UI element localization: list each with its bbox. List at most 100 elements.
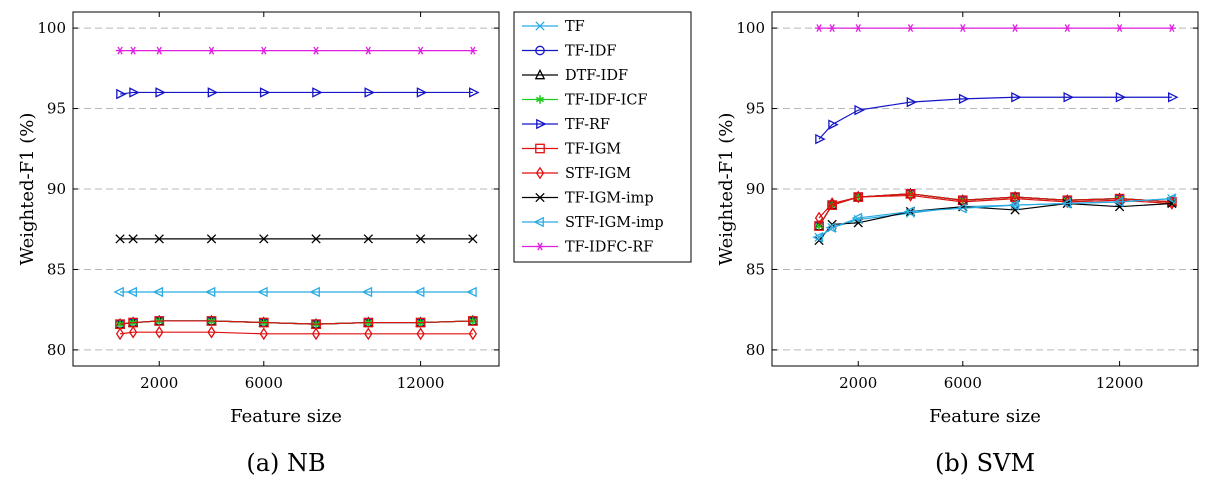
data-point — [363, 234, 373, 244]
series-tf-rf — [116, 87, 480, 100]
data-point — [311, 234, 321, 244]
series-line — [818, 198, 1172, 238]
legend-label: TF-IDF — [565, 44, 616, 60]
data-point — [206, 234, 217, 244]
data-point — [1010, 192, 1020, 206]
y-tick-label: 90 — [47, 180, 66, 198]
data-point — [115, 46, 125, 55]
data-point — [155, 325, 164, 339]
data-point — [851, 212, 863, 224]
data-point — [814, 221, 824, 231]
y-tick-label: 85 — [47, 260, 66, 278]
data-point — [207, 87, 219, 98]
data-point — [828, 119, 839, 130]
y-tick-label: 80 — [746, 341, 765, 359]
data-point — [115, 234, 125, 244]
data-point — [413, 286, 425, 298]
data-point — [363, 317, 374, 328]
legend-entry-tf-igm-imp: TF-IGM-imp — [522, 191, 654, 207]
data-point — [416, 87, 428, 98]
data-point — [1063, 24, 1072, 33]
legend-label: STF-IGM-imp — [565, 215, 664, 231]
series-line — [818, 96, 1172, 140]
legend-entry-tf-idfc-rf: TF-IDFC-RF — [522, 240, 653, 256]
series-stf-igm — [115, 325, 478, 341]
data-point — [207, 325, 216, 339]
data-point — [1165, 193, 1176, 204]
data-point — [906, 189, 915, 202]
data-point — [416, 327, 425, 341]
series-tf-idf-icf — [815, 189, 1176, 231]
chart-svm: 80 85 90 95 100 2000 6000 12000 Feature size Weig… — [716, 11, 1199, 477]
series-tf-rf — [815, 92, 1179, 145]
data-point — [257, 286, 268, 298]
legend-entry-stf-igm-imp: STF-IGM-imp — [522, 215, 664, 231]
legend-entry-dtf-idf: DTF-IDF — [522, 68, 628, 84]
data-point — [154, 234, 164, 244]
data-point — [814, 211, 824, 225]
x-tick-label: 2000 — [140, 374, 178, 392]
series-line — [818, 193, 1172, 227]
series-tf-idfc-rf — [814, 24, 1177, 33]
data-point — [1060, 198, 1072, 209]
data-point — [259, 46, 268, 55]
data-point — [364, 87, 375, 98]
y-tick-label: 95 — [746, 100, 765, 118]
data-point — [416, 46, 425, 55]
legend-marker — [535, 45, 545, 56]
data-point — [812, 232, 823, 243]
data-point — [854, 24, 863, 33]
series-tf-idfc-rf — [115, 46, 478, 55]
series-line — [818, 202, 1172, 241]
series-line — [119, 91, 473, 95]
series-tf-igm-imp — [115, 234, 478, 244]
data-point — [312, 87, 323, 98]
data-point — [113, 286, 124, 298]
data-point — [1063, 92, 1074, 103]
y-tick-label: 90 — [746, 180, 765, 198]
data-point — [152, 286, 164, 298]
data-point — [1010, 24, 1020, 33]
data-point — [259, 234, 269, 244]
data-point — [1011, 92, 1022, 103]
data-point — [364, 327, 373, 341]
data-point — [259, 327, 268, 341]
data-point — [1167, 24, 1177, 33]
data-point — [415, 317, 426, 328]
series-line — [119, 331, 473, 335]
data-point — [128, 46, 138, 55]
legend-marker — [536, 118, 547, 130]
data-point — [155, 46, 164, 55]
data-point — [206, 316, 217, 326]
legend-marker — [534, 68, 546, 80]
data-point — [468, 316, 478, 326]
y-tick-label: 95 — [47, 100, 66, 118]
data-point — [827, 24, 837, 33]
data-point — [469, 87, 480, 98]
data-point — [468, 234, 478, 244]
data-point — [126, 286, 137, 298]
legend-marker — [535, 242, 545, 251]
y-tick-label: 80 — [47, 341, 66, 359]
y-axis-label: Weighted-F1 (%) — [716, 113, 737, 266]
data-point — [466, 286, 477, 298]
data-point — [906, 96, 918, 108]
legend-marker — [535, 143, 545, 154]
data-point — [415, 234, 426, 244]
data-point — [814, 24, 824, 33]
legend-label: TF-IGM-imp — [565, 191, 654, 207]
legend-label: TF-RF — [565, 117, 610, 133]
legend-label: DTF-IDF — [565, 68, 628, 84]
legend-label: TF-IGM — [565, 142, 621, 158]
data-point — [468, 327, 478, 341]
data-point — [825, 222, 836, 233]
data-point — [958, 93, 970, 105]
data-point — [903, 206, 915, 217]
series-tf-igm — [115, 316, 478, 330]
series-stf-igm-imp — [113, 286, 477, 298]
y-axis-label: Weighted-F1 (%) — [17, 113, 38, 266]
x-axis-label: Feature size — [929, 406, 1041, 427]
legend: TF TF-IDF DTF-IDF TF-IDF-ICF TF-RF TF-IGM STF-… — [513, 11, 692, 263]
data-point — [1115, 92, 1127, 103]
data-point — [1168, 92, 1179, 103]
